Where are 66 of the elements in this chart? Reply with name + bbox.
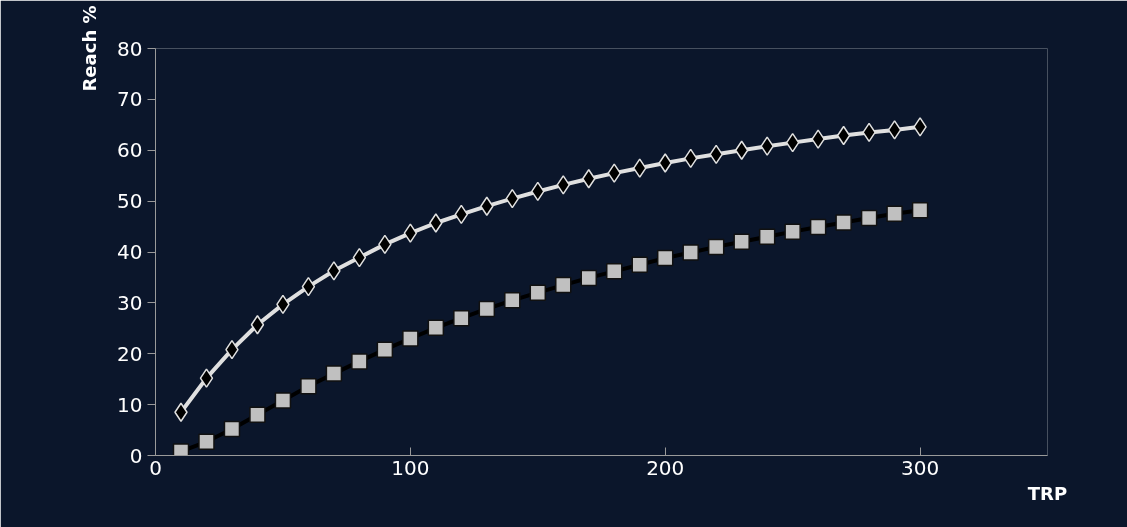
point [707,238,725,256]
point [454,204,469,225]
point [172,443,190,456]
point [427,319,445,337]
point [403,223,418,243]
x-tick-label: 0 [149,455,162,480]
point [656,249,674,267]
point [733,233,750,251]
y-tick-label: 50 [117,189,143,214]
point [835,214,852,231]
point [556,175,571,195]
point [555,276,572,294]
point [734,140,749,160]
y-tick-label: 40 [117,240,143,264]
y-axis-title: Reach % [79,5,101,92]
x-tick-label: 100 [391,455,430,480]
point [300,378,317,395]
y-tick-label: 10 [117,392,143,417]
point [632,158,647,178]
x-axis-title: TRP [1027,482,1068,504]
point [223,420,241,438]
point [683,148,698,169]
point [631,256,648,273]
point [453,309,470,327]
point [250,315,265,335]
point [274,392,292,409]
point [529,284,547,301]
point [402,330,419,347]
point [682,244,699,261]
y-tick-label: 70 [117,87,143,112]
x-tick-label: 300 [900,455,940,480]
point [605,263,623,280]
point [429,213,443,233]
point [352,247,367,268]
point [758,228,776,245]
point [760,136,774,156]
point [607,163,621,183]
point [887,120,902,140]
point [351,353,368,370]
y-tick-label: 80 [117,36,143,61]
point [198,433,215,451]
point [809,218,827,236]
point [785,132,800,153]
point [811,129,825,149]
point [199,368,214,388]
point [504,292,521,309]
point [886,205,903,223]
point [580,269,598,287]
point [480,196,494,216]
x-tick-label: 200 [646,455,685,480]
point [836,125,851,146]
point [325,365,343,382]
point [911,202,929,219]
point [327,261,341,281]
point [249,406,266,424]
point [913,117,927,137]
point [505,188,520,209]
point [860,209,878,227]
point [376,341,394,358]
y-tick-label: 30 [117,290,143,315]
y-tick-label: 20 [117,341,143,366]
point [301,276,316,297]
point [784,223,801,240]
point [478,300,496,318]
y-tick-label: 60 [117,138,143,163]
point [658,153,672,173]
